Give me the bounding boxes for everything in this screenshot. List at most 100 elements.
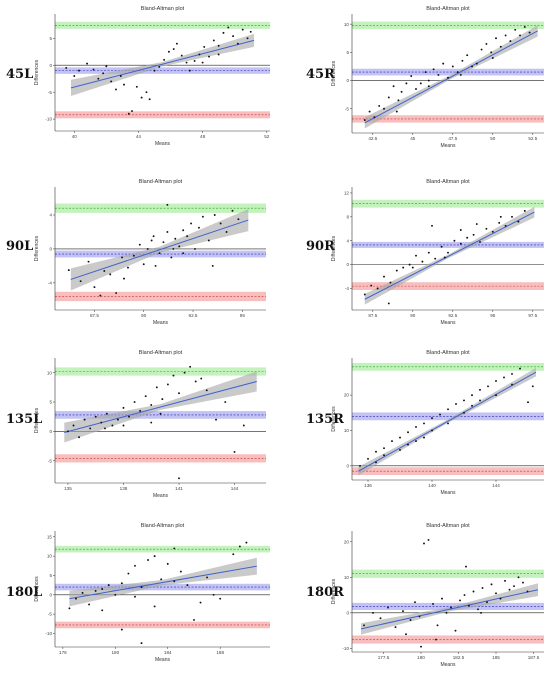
x-tick-label: 135 [64, 486, 72, 491]
data-point [411, 266, 414, 269]
x-tick-label: 42.5 [368, 136, 377, 141]
data-point [104, 427, 106, 430]
x-axis-title: Means [155, 657, 171, 663]
data-point [375, 461, 377, 464]
data-point [127, 266, 129, 269]
mean-band [55, 67, 270, 74]
data-point [471, 394, 473, 397]
condition-label: 180R [306, 585, 344, 600]
data-point [166, 562, 169, 565]
data-point [105, 65, 108, 68]
data-point [427, 79, 430, 82]
data-point [166, 383, 169, 386]
data-point [466, 236, 469, 239]
data-point [511, 215, 513, 218]
data-point [140, 642, 143, 645]
data-point [363, 624, 365, 627]
y-tick-label: -10 [45, 631, 52, 636]
y-tick-label: -5 [48, 458, 53, 463]
data-point [407, 431, 409, 434]
data-point [472, 233, 475, 236]
data-point [87, 260, 90, 263]
data-point [485, 42, 488, 45]
data-point [431, 417, 433, 420]
data-point [175, 42, 178, 45]
condition-label: 135R [306, 412, 344, 427]
data-point [153, 555, 156, 558]
data-point [519, 367, 521, 370]
data-point [185, 61, 188, 64]
data-point [511, 372, 513, 375]
data-point [134, 595, 136, 598]
y-tick-label: 12 [344, 191, 350, 196]
data-point [439, 413, 441, 416]
x-tick-label: 138 [120, 486, 128, 491]
data-point [490, 51, 493, 54]
data-point [122, 406, 125, 409]
data-point [65, 66, 68, 69]
data-point [73, 75, 76, 77]
data-point [89, 427, 92, 430]
data-point [514, 28, 517, 31]
panel-title: Bland-Altman plot [141, 523, 185, 529]
data-point [178, 245, 181, 248]
data-point [173, 580, 176, 583]
data-point [427, 85, 430, 88]
data-point [200, 377, 203, 380]
data-point [447, 251, 449, 254]
data-point [517, 576, 520, 579]
data-point [471, 404, 473, 407]
x-tick-label: 47.5 [448, 136, 457, 141]
data-point [116, 418, 119, 421]
y-axis-title: Differences [34, 576, 40, 602]
data-point [123, 277, 125, 280]
data-point [110, 80, 113, 83]
data-point [172, 247, 175, 250]
data-point [405, 633, 407, 636]
data-point [383, 107, 385, 110]
data-point [527, 401, 529, 404]
data-point [463, 399, 465, 402]
data-point [495, 380, 497, 382]
y-axis-title: Differences [331, 578, 337, 604]
data-point [122, 424, 125, 427]
data-point [217, 53, 220, 56]
data-point [389, 281, 392, 284]
data-point [78, 69, 81, 72]
data-point [504, 34, 507, 37]
x-tick-label: 52.5 [528, 136, 537, 141]
data-point [522, 581, 524, 584]
data-point [392, 85, 395, 88]
x-tick-label: 50 [490, 136, 496, 141]
data-point [67, 430, 69, 433]
data-point [201, 215, 204, 218]
data-point [183, 371, 186, 374]
data-point [531, 385, 534, 388]
data-point [466, 54, 469, 57]
data-point [97, 77, 100, 80]
condition-label: 45L [6, 67, 33, 82]
data-point [387, 606, 389, 609]
data-point [167, 50, 170, 53]
data-point [451, 65, 454, 68]
data-point [115, 292, 118, 294]
data-point [208, 55, 210, 58]
data-point [224, 401, 227, 403]
data-point [395, 110, 398, 113]
data-point [163, 58, 166, 61]
data-point [153, 69, 156, 72]
data-point [194, 380, 197, 383]
panel-title: Bland-Altman plot [426, 523, 470, 529]
panel-title: Bland-Altman plot [141, 6, 185, 12]
data-point [495, 394, 497, 397]
data-point [375, 450, 377, 453]
data-point [432, 68, 435, 71]
data-point [407, 443, 409, 446]
data-point [199, 601, 202, 604]
x-tick-label: 90 [141, 313, 147, 318]
data-point [100, 421, 103, 424]
regression-line [64, 380, 257, 434]
data-point [461, 59, 464, 62]
x-tick-label: 182.5 [453, 655, 465, 660]
